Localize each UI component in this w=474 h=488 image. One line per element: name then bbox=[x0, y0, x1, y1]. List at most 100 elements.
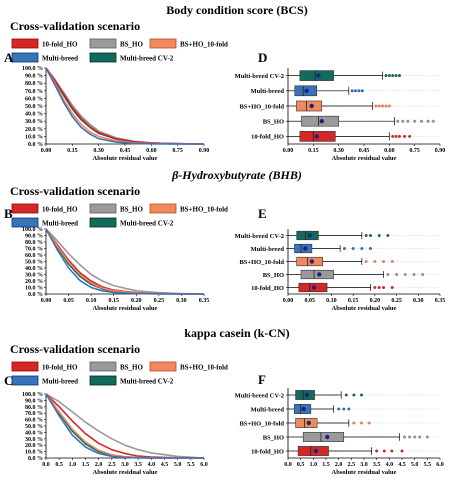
x-tick-label: 0.90 bbox=[199, 148, 210, 154]
x-tick-label: 3.5 bbox=[134, 462, 142, 468]
section-title: Body condition score (BCS) bbox=[166, 3, 307, 17]
x-tick-label: 1.5 bbox=[322, 462, 330, 468]
outlier-point bbox=[374, 104, 378, 108]
outlier-point bbox=[413, 119, 417, 123]
y-tick-label: 10.0 % bbox=[25, 450, 43, 456]
box-bs_ho10 bbox=[295, 418, 318, 428]
outlier-point bbox=[343, 247, 346, 250]
outlier-point bbox=[398, 74, 401, 78]
x-tick-label: 0.10 bbox=[326, 298, 337, 304]
category-label: BS_HO bbox=[263, 119, 284, 126]
x-tick-label: 0.05 bbox=[304, 298, 315, 304]
x-tick-label: 1.0 bbox=[69, 462, 77, 468]
y-tick-label: 100.0 % bbox=[22, 227, 43, 233]
x-tick-label: 5.0 bbox=[411, 462, 419, 468]
panel-letter-C: C bbox=[4, 373, 13, 388]
mean-marker bbox=[303, 246, 308, 251]
category-label: BS+HO_10-fold bbox=[239, 103, 284, 110]
x-tick-label: 3.0 bbox=[360, 462, 368, 468]
legend-swatch-multi bbox=[11, 52, 39, 63]
x-tick-label: 0.05 bbox=[63, 298, 74, 304]
box-bs_ho bbox=[302, 432, 345, 442]
outlier-point bbox=[350, 89, 354, 93]
legend-swatch-bs_ho10 bbox=[149, 38, 177, 49]
x-tick-label: 0.00 bbox=[283, 298, 294, 304]
scenario-label: Cross-validation scenario bbox=[10, 342, 140, 356]
outlier-point bbox=[386, 273, 390, 276]
outlier-point bbox=[390, 260, 394, 263]
outlier-point bbox=[373, 286, 377, 289]
outlier-point bbox=[384, 104, 388, 108]
y-tick-label: 60.0 % bbox=[25, 253, 43, 259]
category-label: Multi-breed bbox=[251, 246, 285, 253]
category-label: BS_HO bbox=[263, 434, 284, 441]
mean-marker bbox=[316, 73, 321, 78]
outlier-point bbox=[381, 104, 385, 108]
x-tick-label: 0.60 bbox=[384, 148, 395, 154]
x-tick-label: 0.35 bbox=[435, 298, 446, 304]
outlier-point bbox=[394, 134, 398, 138]
panel-letter-A: A bbox=[4, 50, 14, 65]
outlier-point bbox=[357, 89, 361, 93]
legend-label-mbcv2: Multi-breed CV-2 bbox=[120, 378, 174, 386]
x-tick-label: 0.75 bbox=[172, 148, 183, 154]
x-tick-label: 0.15 bbox=[108, 298, 119, 304]
legend-label-bs_ho: BS_HO bbox=[120, 364, 144, 372]
outlier-point bbox=[369, 234, 372, 237]
x-axis-label: Absolute residual value bbox=[93, 469, 158, 476]
y-tick-label: 10.0 % bbox=[25, 134, 43, 140]
outlier-point bbox=[394, 74, 398, 78]
x-tick-label: 0.30 bbox=[93, 148, 104, 154]
outlier-point bbox=[408, 435, 412, 439]
x-tick-label: 5.5 bbox=[187, 462, 195, 468]
y-tick-label: 90.0 % bbox=[25, 74, 43, 80]
legend-label-multi: Multi-breed bbox=[42, 378, 78, 386]
x-tick-label: 4.5 bbox=[161, 462, 169, 468]
outlier-point bbox=[344, 393, 348, 397]
x-tick-label: 4.0 bbox=[386, 462, 394, 468]
outlier-point bbox=[337, 407, 341, 411]
x-axis-label: Absolute residual value bbox=[332, 155, 397, 162]
x-tick-label: 6.0 bbox=[200, 462, 208, 468]
y-tick-label: 60.0 % bbox=[25, 96, 43, 102]
category-label: Multi-breed bbox=[251, 88, 285, 95]
y-tick-label: 50.0 % bbox=[25, 424, 43, 430]
outlier-point bbox=[377, 234, 381, 237]
outlier-point bbox=[342, 407, 346, 411]
y-tick-label: 30.0 % bbox=[25, 273, 43, 279]
outlier-point bbox=[364, 260, 368, 263]
outlier-point bbox=[360, 247, 364, 250]
y-tick-label: 100.0 % bbox=[22, 66, 43, 72]
outlier-point bbox=[360, 89, 364, 93]
legend-swatch-ho10 bbox=[11, 361, 39, 372]
outlier-point bbox=[375, 449, 379, 453]
x-tick-label: 0.25 bbox=[391, 298, 402, 304]
mean-marker bbox=[304, 88, 309, 94]
category-label: Multi-breed bbox=[251, 406, 285, 413]
x-tick-label: 5.5 bbox=[424, 462, 432, 468]
legend-swatch-bs_ho bbox=[89, 203, 117, 214]
legend-label-ho10: 10-fold_HO bbox=[42, 206, 78, 214]
x-tick-label: 0.5 bbox=[55, 462, 63, 468]
outlier-point bbox=[419, 119, 423, 123]
legend-label-multi: Multi-breed bbox=[42, 220, 78, 228]
legend-swatch-mbcv2 bbox=[89, 375, 117, 386]
section-title: kappa casein (k-CN) bbox=[184, 326, 289, 340]
legend-label-bs_ho: BS_HO bbox=[120, 41, 144, 49]
series-line-bs_ho bbox=[45, 393, 205, 459]
x-tick-label: 0.30 bbox=[333, 148, 344, 154]
mean-marker bbox=[309, 103, 314, 109]
category-label: BS_HO bbox=[263, 272, 284, 279]
x-tick-label: 0.45 bbox=[120, 148, 131, 154]
legend-swatch-bs_ho10 bbox=[149, 203, 177, 214]
x-tick-label: 5.0 bbox=[174, 462, 182, 468]
outlier-point bbox=[377, 286, 381, 289]
x-tick-label: 0.30 bbox=[413, 298, 424, 304]
legend-label-ho10: 10-fold_HO bbox=[42, 41, 78, 49]
outlier-point bbox=[400, 449, 404, 453]
x-axis-label: Absolute residual value bbox=[93, 305, 158, 312]
legend-swatch-bs_ho10 bbox=[149, 361, 177, 372]
outlier-point bbox=[391, 134, 395, 138]
y-tick-label: 30.0 % bbox=[25, 437, 43, 443]
